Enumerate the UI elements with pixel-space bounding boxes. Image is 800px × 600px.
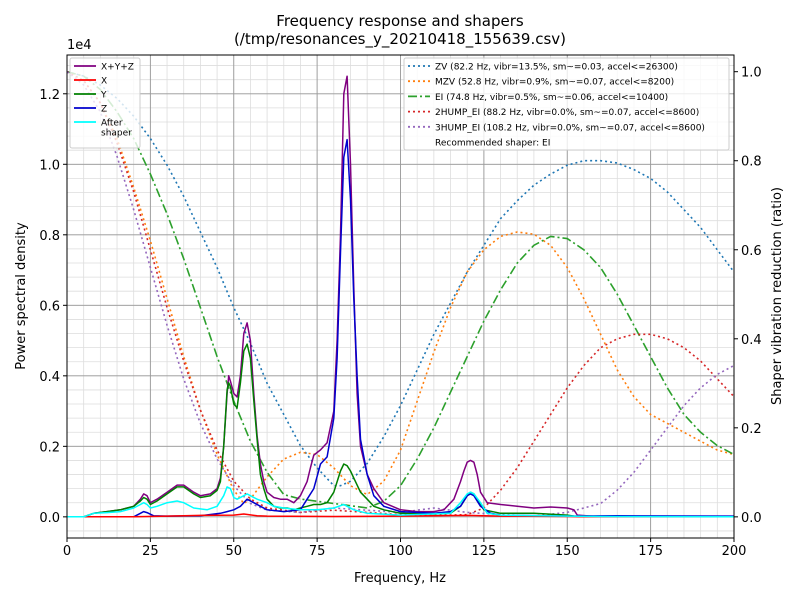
- y2-tick-label: 0.2: [741, 422, 762, 437]
- legend-label-9: 3HUMP_EI (108.2 Hz, vibr=0.0%, sm~=0.07,…: [435, 123, 705, 133]
- chart-title: Frequency response and shapers: [276, 12, 524, 30]
- y-axis-label: Power spectral density: [14, 222, 29, 370]
- legend-label-7: EI (74.8 Hz, vibr=0.5%, sm~=0.06, accel<…: [435, 93, 668, 103]
- x-tick-label: 125: [471, 544, 496, 559]
- legend-label-4: After: [101, 119, 123, 129]
- y-axis-right: 0.0 0.2 0.4 0.6 0.8 1.0: [734, 66, 762, 526]
- series-line-4: [67, 486, 735, 518]
- x-tick-label: 0: [63, 544, 71, 559]
- legend-label-1: X: [101, 77, 107, 87]
- y2-tick-label: 0.8: [741, 155, 762, 170]
- series-line-6: [66, 70, 735, 505]
- x-axis-label: Frequency, Hz: [354, 571, 446, 586]
- series-layer: [66, 70, 735, 518]
- x-tick-label: 150: [555, 544, 580, 559]
- y2-tick-label: 1.0: [741, 66, 762, 81]
- legend-label-0: X+Y+Z: [101, 63, 134, 73]
- y-exponent-label: 1e4: [67, 38, 92, 53]
- series-line-9: [66, 71, 735, 517]
- legend-label-4: shaper: [101, 129, 132, 139]
- series-line-0: [67, 75, 734, 518]
- series-line-5: [66, 70, 735, 487]
- series-line-7: [66, 70, 735, 509]
- legend-right-box: [403, 57, 730, 151]
- y-tick-label: 0.0: [39, 511, 60, 526]
- legend-label-5: ZV (82.2 Hz, vibr=13.5%, sm~=0.03, accel…: [435, 63, 678, 73]
- y2-tick-label: 0.0: [741, 511, 762, 526]
- x-tick-label: 100: [388, 544, 413, 559]
- y-tick-label: 0.6: [39, 299, 60, 314]
- x-tick-label: 25: [142, 544, 159, 559]
- y-tick-label: 0.8: [39, 229, 60, 244]
- y-tick-label: 1.2: [39, 88, 60, 103]
- series-line-8: [66, 70, 735, 517]
- legend-recommended-shaper: Recommended shaper: EI: [435, 139, 550, 149]
- x-tick-label: 50: [225, 544, 242, 559]
- legend-label-3: Z: [101, 105, 107, 115]
- x-tick-label: 200: [722, 544, 747, 559]
- y-tick-label: 0.2: [39, 440, 60, 455]
- series-line-3: [67, 138, 735, 518]
- y2-axis-label: Shaper vibration reduction (ratio): [770, 187, 785, 405]
- y-tick-label: 0.4: [39, 370, 60, 385]
- y-tick-label: 1.0: [39, 158, 60, 173]
- legend-label-6: MZV (52.8 Hz, vibr=0.9%, sm~=0.07, accel…: [435, 78, 674, 88]
- x-axis: 0 25 50 75 100 125 150 175 200: [63, 538, 747, 559]
- x-tick-label: 175: [638, 544, 663, 559]
- legend-label-8: 2HUMP_EI (88.2 Hz, vibr=0.0%, sm~=0.07, …: [435, 108, 699, 118]
- y2-tick-label: 0.4: [741, 333, 762, 348]
- legend-right: ZV (82.2 Hz, vibr=13.5%, sm~=0.03, accel…: [403, 57, 730, 151]
- legend-label-2: Y: [100, 91, 107, 101]
- y2-tick-label: 0.6: [741, 244, 762, 259]
- y-axis-left: 0.0 0.2 0.4 0.6 0.8 1.0 1.2: [39, 88, 67, 526]
- x-tick-label: 75: [309, 544, 326, 559]
- chart-subtitle: (/tmp/resonances_y_20210418_155639.csv): [234, 30, 566, 49]
